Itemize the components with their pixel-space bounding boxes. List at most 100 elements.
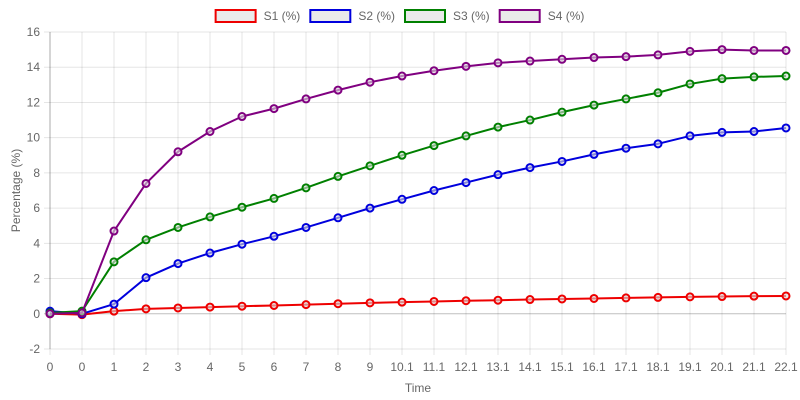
legend-item-s1[interactable]: S1 (%) xyxy=(214,9,301,23)
data-point[interactable] xyxy=(717,127,727,137)
data-point[interactable] xyxy=(525,295,535,305)
data-point[interactable] xyxy=(557,107,567,117)
data-point[interactable] xyxy=(621,143,631,153)
data-point[interactable] xyxy=(717,74,727,84)
data-point[interactable] xyxy=(589,293,599,303)
data-point[interactable] xyxy=(461,131,471,141)
data-point[interactable] xyxy=(429,296,439,306)
data-point[interactable] xyxy=(237,202,247,212)
data-point[interactable] xyxy=(397,194,407,204)
data-point[interactable] xyxy=(461,61,471,71)
data-point[interactable] xyxy=(493,122,503,132)
data-point[interactable] xyxy=(205,212,215,222)
data-point[interactable] xyxy=(717,45,727,55)
legend-swatch xyxy=(309,9,352,23)
legend-swatch xyxy=(214,9,257,23)
data-point[interactable] xyxy=(333,85,343,95)
data-point[interactable] xyxy=(781,71,791,81)
data-point[interactable] xyxy=(365,298,375,308)
data-point[interactable] xyxy=(109,299,119,309)
data-point[interactable] xyxy=(173,222,183,232)
data-point[interactable] xyxy=(685,79,695,89)
data-point[interactable] xyxy=(557,156,567,166)
data-point[interactable] xyxy=(461,178,471,188)
data-point[interactable] xyxy=(781,123,791,133)
data-point[interactable] xyxy=(205,248,215,258)
legend-item-s4[interactable]: S4 (%) xyxy=(498,9,585,23)
data-point[interactable] xyxy=(429,186,439,195)
x-tick-label: 8 xyxy=(335,360,342,374)
data-point[interactable] xyxy=(685,292,695,302)
data-point[interactable] xyxy=(109,306,119,316)
data-point[interactable] xyxy=(493,58,503,68)
data-point[interactable] xyxy=(109,226,119,236)
data-point[interactable] xyxy=(621,52,631,62)
data-point[interactable] xyxy=(653,139,663,149)
data-point[interactable] xyxy=(653,88,663,98)
data-point[interactable] xyxy=(173,303,183,313)
data-point[interactable] xyxy=(749,291,759,301)
data-point[interactable] xyxy=(653,292,663,302)
data-point[interactable] xyxy=(397,71,407,81)
data-point[interactable] xyxy=(269,104,279,114)
data-point[interactable] xyxy=(301,222,311,232)
data-point[interactable] xyxy=(269,301,279,311)
data-point[interactable] xyxy=(525,163,535,173)
data-point[interactable] xyxy=(365,77,375,87)
data-point[interactable] xyxy=(397,297,407,307)
data-point[interactable] xyxy=(621,94,631,104)
data-point[interactable] xyxy=(557,54,567,64)
data-point[interactable] xyxy=(269,231,279,241)
series-1 xyxy=(45,291,791,320)
data-point[interactable] xyxy=(141,273,151,283)
legend[interactable]: S1 (%) S2 (%) S3 (%) S4 (%) xyxy=(214,9,585,23)
data-point[interactable] xyxy=(173,259,183,269)
data-point[interactable] xyxy=(141,235,151,245)
data-point[interactable] xyxy=(429,141,439,151)
data-point[interactable] xyxy=(685,131,695,141)
data-point[interactable] xyxy=(781,291,791,301)
data-point[interactable] xyxy=(301,300,311,310)
data-point[interactable] xyxy=(45,309,55,319)
data-point[interactable] xyxy=(589,100,599,110)
series-3 xyxy=(45,71,791,318)
data-point[interactable] xyxy=(333,213,343,223)
data-point[interactable] xyxy=(749,45,759,55)
data-point[interactable] xyxy=(269,193,279,203)
data-point[interactable] xyxy=(301,94,311,104)
data-point[interactable] xyxy=(557,294,567,304)
data-point[interactable] xyxy=(781,45,791,55)
data-point[interactable] xyxy=(493,170,503,180)
data-point[interactable] xyxy=(333,171,343,181)
data-point[interactable] xyxy=(109,257,119,267)
data-point[interactable] xyxy=(237,239,247,249)
data-point[interactable] xyxy=(589,53,599,63)
data-point[interactable] xyxy=(333,299,343,309)
data-point[interactable] xyxy=(525,115,535,125)
data-point[interactable] xyxy=(365,203,375,213)
data-point[interactable] xyxy=(525,56,535,66)
data-point[interactable] xyxy=(461,296,471,306)
data-point[interactable] xyxy=(621,293,631,303)
data-point[interactable] xyxy=(141,304,151,314)
data-point[interactable] xyxy=(173,147,183,157)
data-point[interactable] xyxy=(77,308,87,318)
legend-item-s2[interactable]: S2 (%) xyxy=(309,9,395,23)
data-point[interactable] xyxy=(749,72,759,82)
data-point[interactable] xyxy=(493,295,503,305)
data-point[interactable] xyxy=(685,46,695,56)
data-point[interactable] xyxy=(141,178,151,188)
data-point[interactable] xyxy=(749,127,759,137)
data-point[interactable] xyxy=(397,150,407,160)
data-point[interactable] xyxy=(365,161,375,171)
data-point[interactable] xyxy=(237,301,247,311)
data-point[interactable] xyxy=(205,302,215,312)
data-point[interactable] xyxy=(717,292,727,302)
data-point[interactable] xyxy=(653,50,663,60)
data-point[interactable] xyxy=(301,183,311,193)
legend-item-s3[interactable]: S3 (%) xyxy=(404,9,490,23)
data-point[interactable] xyxy=(589,149,599,159)
data-point[interactable] xyxy=(237,112,247,122)
data-point[interactable] xyxy=(205,127,215,137)
data-point[interactable] xyxy=(429,66,439,76)
